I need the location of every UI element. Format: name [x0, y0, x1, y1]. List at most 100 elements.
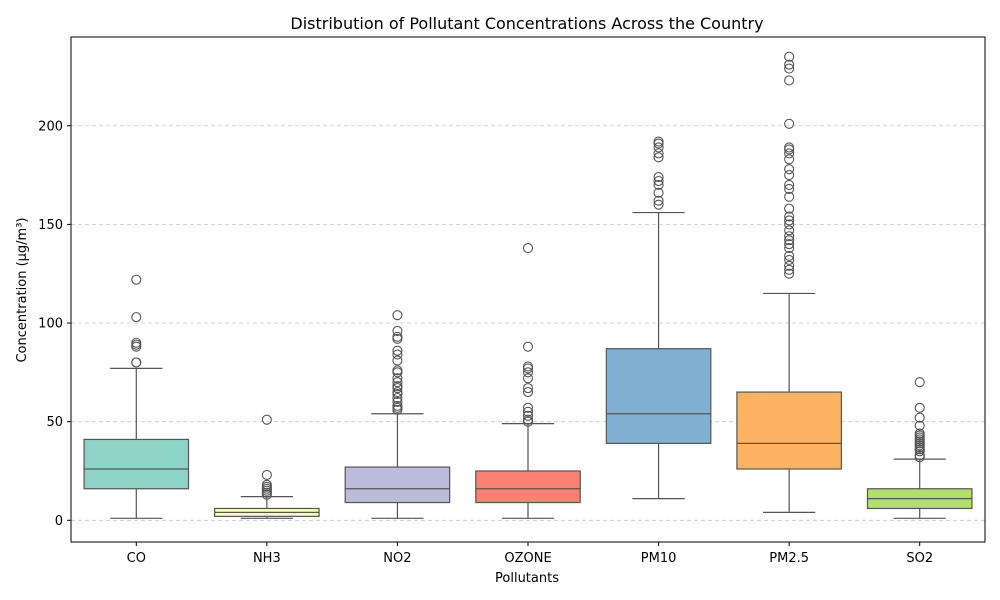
outlier-point	[392, 325, 403, 336]
outlier-point	[392, 396, 403, 407]
outlier-point	[392, 355, 403, 366]
outlier-point	[392, 381, 403, 392]
outlier-point	[392, 373, 403, 384]
outlier-point	[784, 148, 795, 159]
outlier-point	[131, 339, 142, 350]
box-group-no2	[344, 310, 451, 519]
box-iqr	[736, 391, 842, 470]
x-tick-label: CO	[127, 551, 146, 566]
outlier-point	[784, 219, 795, 230]
outlier-point	[914, 377, 925, 388]
x-axis-title: Pollutants	[495, 571, 559, 586]
outlier-point	[784, 75, 795, 86]
outlier-point	[784, 239, 795, 250]
y-axis-title: Concentration (µg/m³)	[15, 217, 30, 362]
outlier-point	[392, 400, 403, 411]
y-tick-label: 50	[46, 415, 63, 430]
outlier-point	[261, 469, 272, 480]
outlier-point	[784, 264, 795, 275]
box-group-nh3	[214, 414, 320, 519]
outlier-point	[784, 260, 795, 271]
outlier-point	[392, 387, 403, 398]
outlier-point	[784, 231, 795, 242]
box-group-so2	[866, 377, 973, 519]
x-tick-label: PM10	[641, 551, 677, 566]
outlier-point	[131, 312, 142, 323]
outlier-point	[914, 412, 925, 423]
outlier-point	[784, 118, 795, 129]
outlier-point	[653, 179, 664, 190]
outlier-point	[784, 170, 795, 181]
outlier-point	[522, 361, 534, 372]
box-group-ozone	[475, 243, 581, 519]
x-tick-label: OZONE	[504, 551, 551, 566]
outlier-point	[392, 345, 403, 356]
x-tick-label: SO2	[906, 551, 933, 566]
outlier-point	[784, 243, 795, 254]
outlier-point	[784, 183, 795, 194]
y-tick-label: 0	[55, 514, 63, 529]
chart-title: Distribution of Pollutant Concentrations…	[290, 14, 763, 33]
outlier-point	[914, 450, 925, 461]
outlier-point	[261, 479, 272, 490]
outlier-point	[392, 310, 403, 321]
outlier-point	[653, 142, 664, 153]
box-iqr	[344, 466, 451, 504]
outlier-point	[784, 211, 795, 222]
outlier-point	[522, 341, 534, 352]
outlier-point	[914, 420, 925, 431]
outlier-point	[784, 191, 795, 202]
outlier-point	[914, 402, 925, 413]
outlier-point	[784, 51, 795, 62]
box-iqr	[83, 438, 190, 490]
outlier-point	[522, 410, 534, 421]
y-tick-label: 200	[38, 119, 63, 134]
outlier-point	[131, 337, 142, 348]
outlier-point	[522, 383, 534, 394]
outlier-point	[392, 367, 403, 378]
outlier-point	[522, 243, 534, 254]
outlier-point	[784, 215, 795, 226]
outlier-point	[131, 357, 142, 368]
outlier-point	[261, 414, 272, 425]
outlier-point	[392, 365, 403, 376]
outlier-point	[784, 254, 795, 265]
outlier-point	[653, 136, 664, 147]
box-iqr	[475, 470, 581, 504]
box-group-pm10	[605, 136, 712, 500]
outlier-point	[392, 392, 403, 404]
box-layer	[83, 51, 973, 519]
outlier-point	[784, 164, 795, 175]
outlier-point	[392, 377, 403, 388]
outlier-point	[784, 142, 795, 153]
box-group-pm2-5	[736, 51, 842, 514]
outlier-point	[653, 172, 664, 183]
outlier-point	[522, 387, 534, 398]
y-tick-label: 150	[38, 218, 63, 233]
outlier-point	[784, 59, 795, 70]
outlier-point	[522, 402, 534, 413]
box-group-co	[83, 274, 190, 519]
outlier-point	[131, 274, 142, 285]
x-tick-label: PM2.5	[769, 551, 809, 566]
outlier-point	[784, 154, 795, 165]
x-tick-label: NO2	[383, 551, 411, 566]
outlier-point	[653, 152, 664, 163]
outlier-point	[784, 235, 795, 246]
outlier-point	[653, 148, 664, 159]
outlier-point	[522, 406, 534, 417]
outlier-point	[392, 349, 403, 360]
outlier-point	[522, 367, 534, 378]
outlier-point	[392, 331, 403, 342]
y-tick-label: 100	[38, 317, 63, 332]
tick-layer: 0 50 100 150 200 CO NH3 NO2 OZONE PM10 PM2.5 SO2	[38, 119, 933, 566]
outlier-point	[784, 268, 795, 279]
outlier-point	[522, 373, 534, 384]
outlier-point	[784, 63, 795, 74]
outlier-point	[784, 250, 795, 262]
outlier-point	[653, 187, 664, 198]
outlier-point	[653, 175, 664, 187]
box-iqr	[605, 348, 712, 444]
